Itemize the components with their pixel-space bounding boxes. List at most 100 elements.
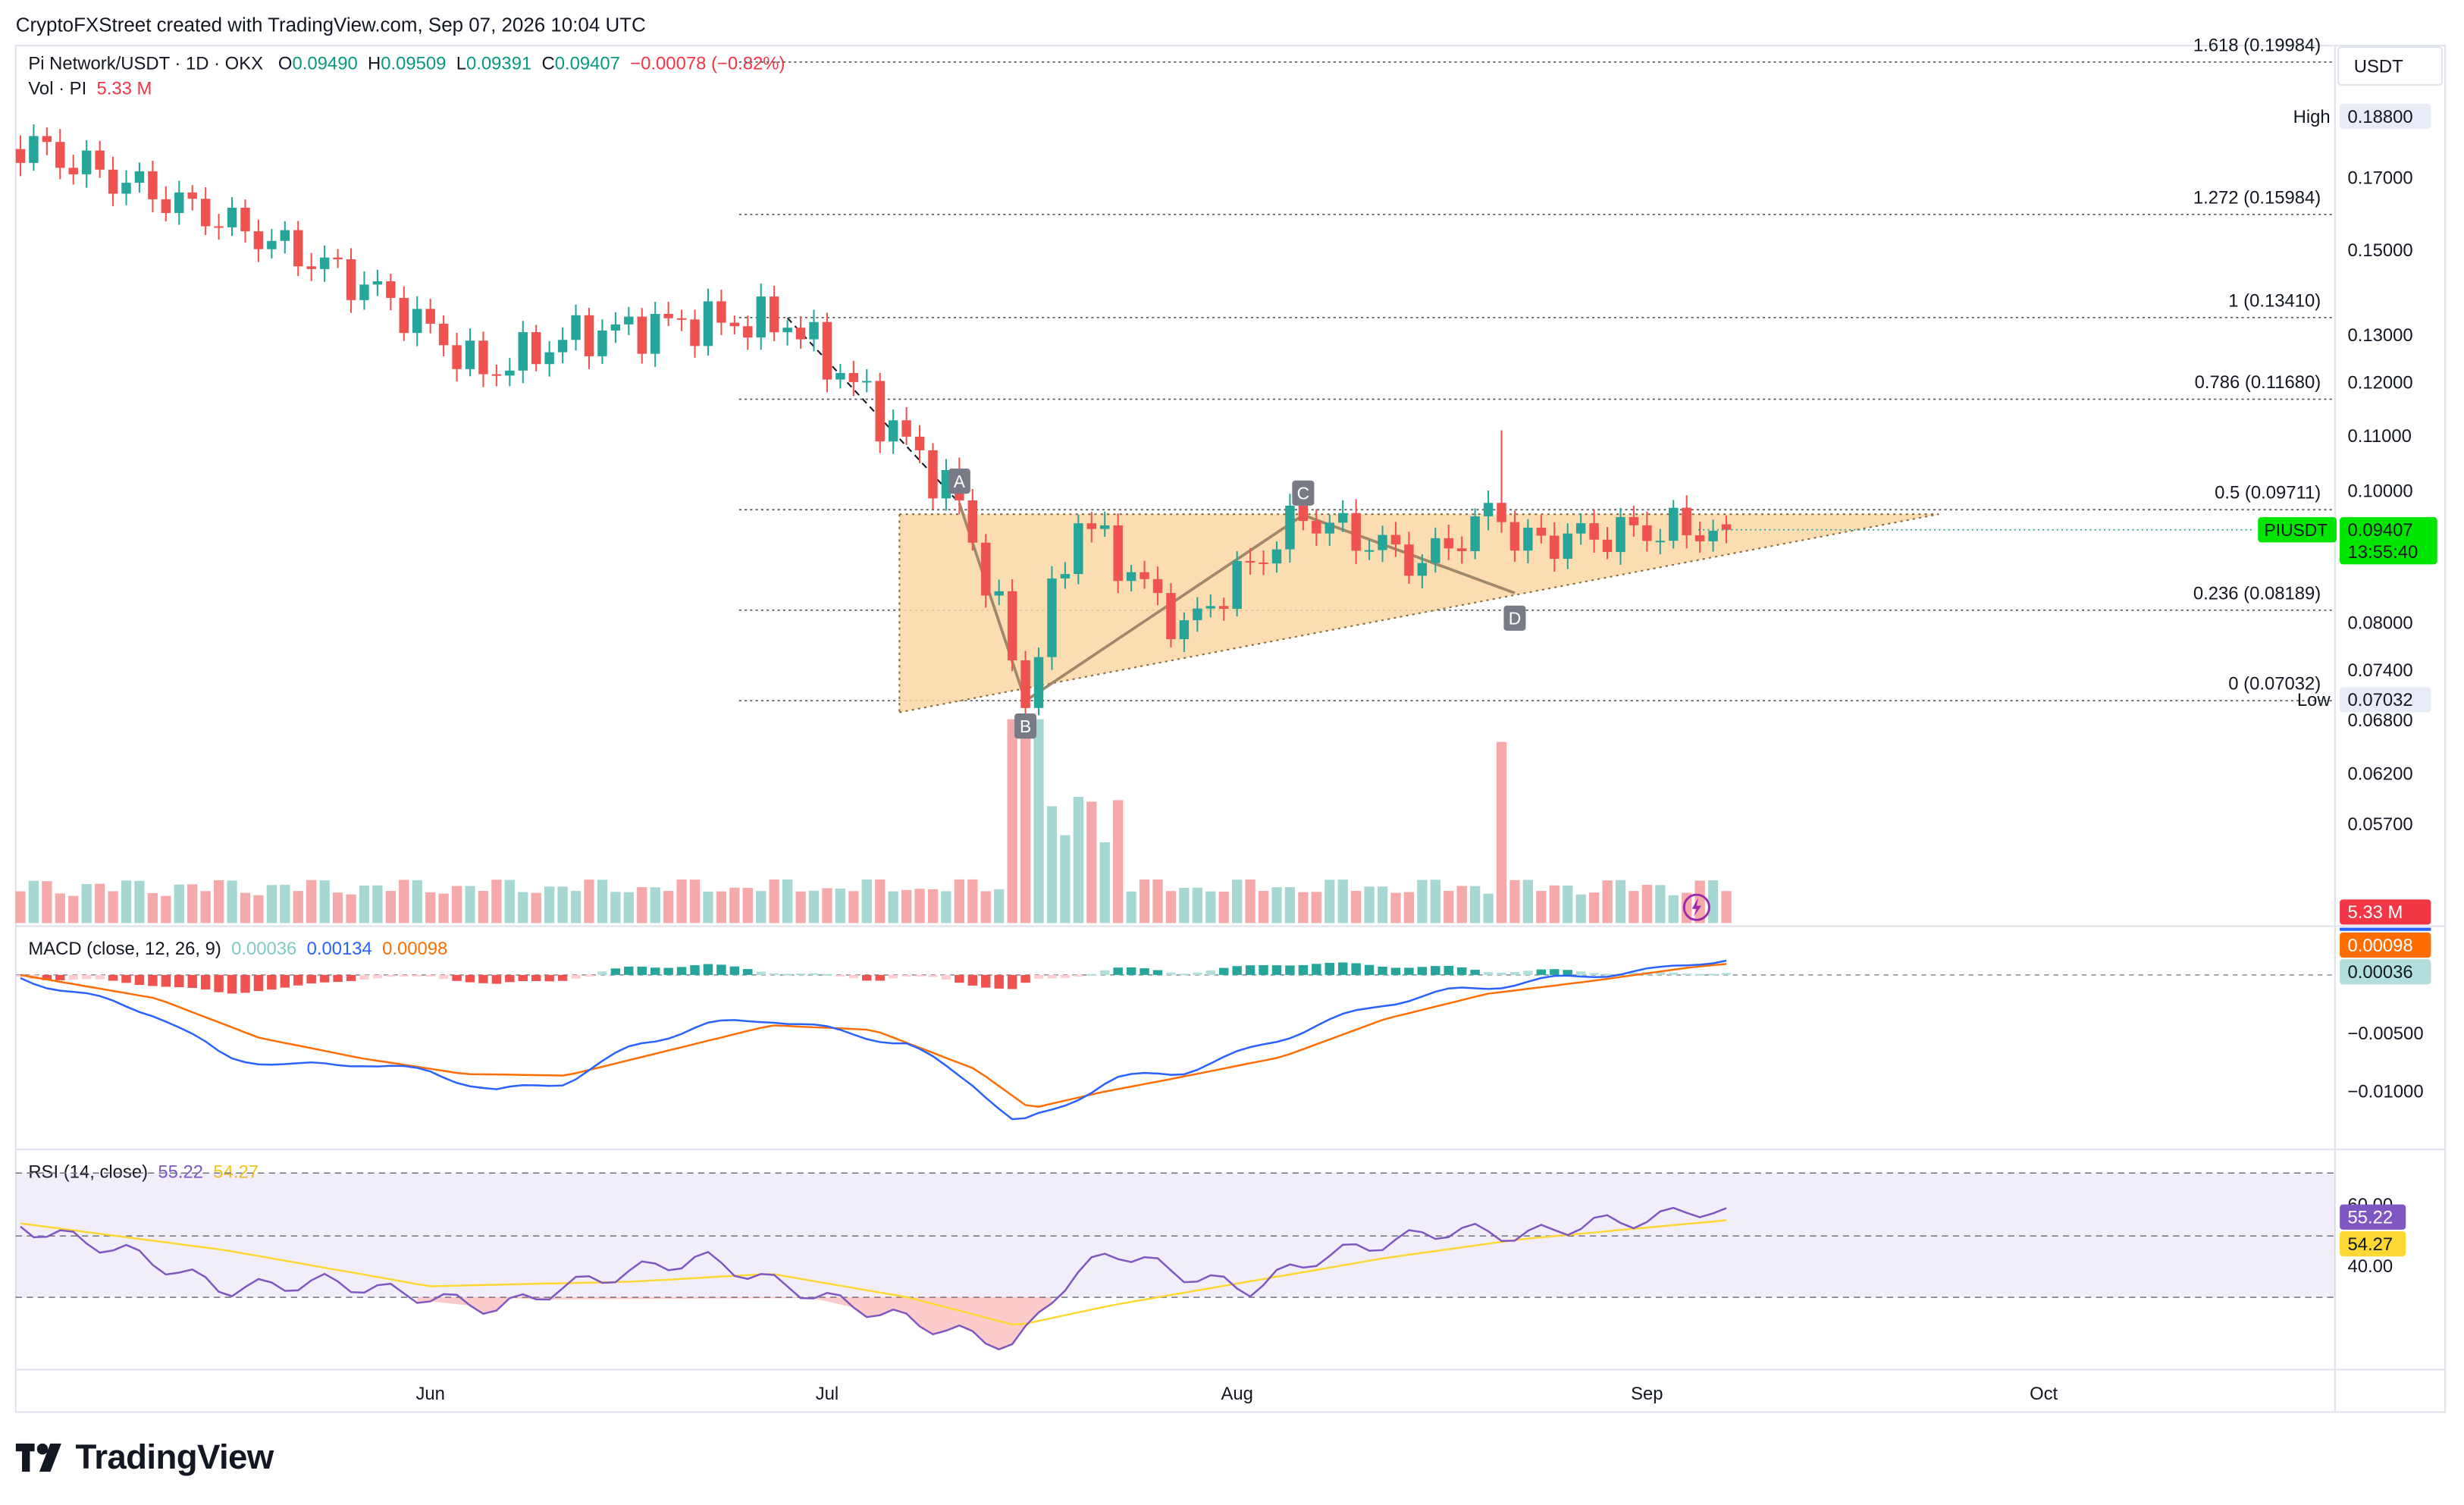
volume-bar [213,880,224,923]
volume-bar [359,885,370,923]
candle [584,307,594,369]
macd-histogram-bar [756,971,766,975]
volume-label[interactable]: Vol · PI [28,80,87,99]
macd-histogram-bar [1047,974,1057,979]
candle-body [544,352,554,365]
macd-histogram-bar [703,964,713,975]
candle [333,249,343,268]
volume-bar [1324,879,1335,923]
candle-body [1669,507,1679,541]
candle-body [967,500,978,543]
candle [1563,523,1572,569]
macd-histogram-bar [981,974,991,988]
volume-bar [610,892,621,923]
candle [1033,647,1044,716]
lightning-icon-bolt [1691,898,1702,917]
candle [68,155,78,185]
macd-histogram-bar [1259,965,1268,975]
candle-body [81,150,92,174]
volume-bar [584,879,594,923]
candle [452,332,462,382]
macd-label[interactable]: MACD (close, 12, 26, 9) [28,940,221,960]
price-tick: 0.07400 [2347,660,2412,681]
symbol-legend: Pi Network/USDT · 1D · OKX O0.09490 H0.0… [28,55,785,74]
macd-histogram-bar [729,966,740,975]
volume-bar [1192,887,1202,923]
candle [1140,560,1149,589]
candle-body [1721,524,1732,530]
volume-bar [1337,879,1348,923]
macd-histogram-bar [716,964,726,975]
volume-bar [689,879,701,923]
fib-label: 0.786 (0.11680) [2195,372,2321,393]
candle-body [1364,550,1375,552]
volume-bar [1707,880,1719,923]
volume-bar [676,879,687,923]
rsi-badge-bg [2340,1204,2406,1230]
candle [319,245,330,282]
candle [1152,566,1163,606]
candle [399,286,409,341]
last-symbol-bg [2258,517,2337,543]
candle [914,425,925,463]
candle-body [981,542,991,596]
price-tick: 0.15000 [2347,240,2412,261]
high-badge: 0.18800 [2340,103,2431,130]
close-label: C [541,55,555,74]
high-tag-label: High [2293,107,2331,127]
macd-tick: −0.01000 [2347,1082,2423,1102]
volume-bar [438,893,449,923]
volume-bar [147,892,158,923]
fib-label: 0.5 (0.09711) [2215,483,2321,503]
macd-histogram-bar [1324,962,1334,975]
candle [1166,583,1176,647]
macd-histogram-bar [1550,969,1560,975]
volume-bar [1509,879,1520,923]
candle-body [412,309,422,334]
candle-body [1232,560,1242,610]
macd-histogram-bar [1431,966,1440,975]
volume-bar [1549,885,1560,923]
volume-bar [1602,880,1613,923]
candle-body [624,316,634,325]
candle-body [795,328,806,340]
triangle-pattern [786,317,1939,713]
volume-badge-text: 5.33 M [2347,902,2403,923]
macd-histogram-bar [782,974,792,976]
candle-body [637,316,647,354]
candle [148,160,158,213]
candle-body [901,420,911,437]
candle-body [1509,522,1520,551]
symbol-title[interactable]: Pi Network/USDT · 1D · OKX [28,55,264,74]
tradingview-logo[interactable]: TradingView [15,1438,274,1478]
candle [1047,566,1057,670]
candle [42,127,52,155]
rsi-oversold-fill [417,1297,1052,1350]
macd-histogram-bar [941,974,951,980]
candle-body [1616,516,1625,553]
volume-bar [848,891,859,923]
macd-histogram-bar [359,974,369,980]
candle-body [1113,525,1123,582]
last-symbol-label: PIUSDT [2265,520,2328,540]
macd-histogram-bar [848,974,859,979]
candle [1575,513,1586,545]
volume-bar [980,891,991,923]
volume-bar [1417,879,1428,923]
candle [187,185,197,211]
macd-histogram-bar [1390,967,1401,975]
rsi-pane [15,1172,2335,1351]
candle-body [1020,660,1030,708]
volume-bar [253,895,264,923]
candle-body [95,150,105,170]
macd-signal-line [20,963,1727,1108]
volume-bar [1563,885,1573,923]
macd-histogram-bar [386,974,396,977]
macd-histogram-bar [108,974,118,981]
candle-body [1259,562,1268,564]
volume-bar [1020,719,1031,923]
candle [1509,510,1520,563]
macd-histogram-bar [1378,966,1387,975]
volume-bar [1139,879,1150,923]
